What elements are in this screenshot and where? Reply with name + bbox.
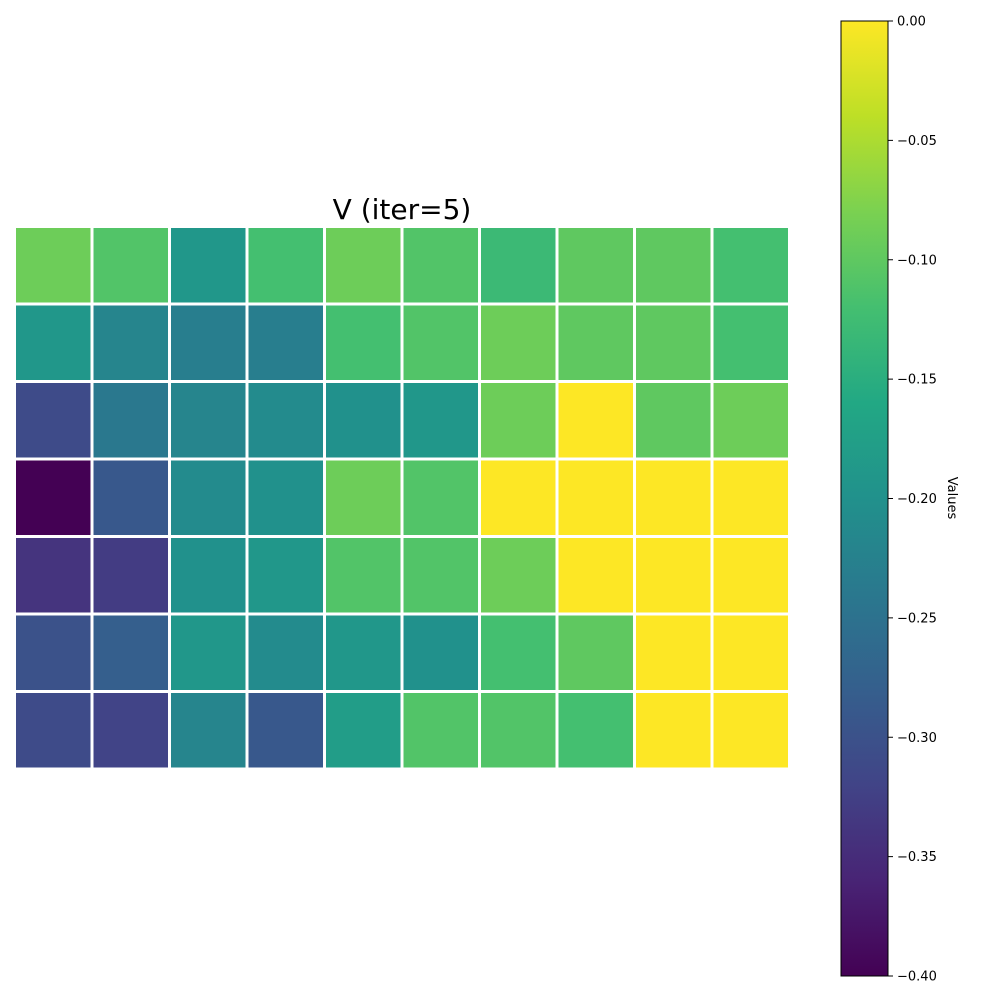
heatmap-cell <box>481 615 556 690</box>
heatmap-cell <box>558 615 633 690</box>
colorbar-tick-label: −0.05 <box>897 134 937 149</box>
heatmap-cell <box>558 538 633 613</box>
heatmap-cell <box>558 228 633 303</box>
heatmap-cell <box>636 615 711 690</box>
heatmap-cell <box>171 615 246 690</box>
colorbar-tick-label: −0.40 <box>897 970 937 985</box>
heatmap-cell <box>93 615 168 690</box>
heatmap-cell <box>713 305 788 380</box>
colorbar-tick-label: −0.30 <box>897 731 937 746</box>
heatmap-cell <box>558 460 633 535</box>
heatmap-cell <box>636 538 711 613</box>
heatmap-cell <box>326 460 401 535</box>
heatmap-cell <box>326 228 401 303</box>
colorbar-label: Values <box>944 477 959 520</box>
heatmap-cell <box>558 305 633 380</box>
heatmap-cell <box>713 615 788 690</box>
heatmap-cell <box>248 538 323 613</box>
heatmap-cell <box>93 538 168 613</box>
heatmap-cell <box>16 460 91 535</box>
heatmap-cell <box>326 538 401 613</box>
heatmap-cell <box>171 460 246 535</box>
heatmap-cell <box>403 228 478 303</box>
heatmap-cell <box>558 383 633 458</box>
colorbar-tick-label: −0.10 <box>897 253 937 268</box>
heatmap-cells <box>16 228 788 768</box>
heatmap-cell <box>636 305 711 380</box>
heatmap-cell <box>481 383 556 458</box>
heatmap-cell <box>16 693 91 768</box>
heatmap-cell <box>481 228 556 303</box>
heatmap-cell <box>248 615 323 690</box>
colorbar-tick-label: −0.35 <box>897 850 937 865</box>
heatmap-cell <box>16 228 91 303</box>
heatmap-cell <box>171 305 246 380</box>
colorbar-ticks: 0.00 −0.05 −0.10 −0.15 −0.20 −0.25 −0.30 −0.35 −… <box>888 15 937 985</box>
colorbar-tick-label: −0.25 <box>897 611 937 626</box>
heatmap-cell <box>171 228 246 303</box>
heatmap-cell <box>248 305 323 380</box>
colorbar-tick-label: 0.00 <box>897 15 926 30</box>
heatmap-cell <box>248 693 323 768</box>
heatmap-cell <box>326 693 401 768</box>
heatmap-cell <box>93 383 168 458</box>
heatmap-cell <box>403 615 478 690</box>
heatmap-cell <box>248 228 323 303</box>
colorbar-tick-label: −0.20 <box>897 492 937 507</box>
heatmap-cell <box>16 305 91 380</box>
heatmap-cell <box>713 383 788 458</box>
heatmap-cell <box>713 460 788 535</box>
heatmap-cell <box>171 538 246 613</box>
heatmap-cell <box>171 383 246 458</box>
heatmap-cell <box>403 383 478 458</box>
heatmap-cell <box>326 383 401 458</box>
heatmap-cell <box>481 693 556 768</box>
heatmap-cell <box>248 383 323 458</box>
heatmap-cell <box>16 615 91 690</box>
colorbar <box>840 20 889 977</box>
heatmap-cell <box>93 693 168 768</box>
heatmap-cell <box>481 305 556 380</box>
heatmap-cell <box>713 693 788 768</box>
heatmap-cell <box>403 460 478 535</box>
colorbar-tick-label: −0.15 <box>897 373 937 388</box>
heatmap-cell <box>93 460 168 535</box>
heatmap-cell <box>713 538 788 613</box>
heatmap-cell <box>403 305 478 380</box>
heatmap-cell <box>481 460 556 535</box>
heatmap-cell <box>16 383 91 458</box>
heatmap-cell <box>326 305 401 380</box>
heatmap-cell <box>636 228 711 303</box>
heatmap-cell <box>713 228 788 303</box>
heatmap-cell <box>248 460 323 535</box>
chart-title: V (iter=5) <box>333 193 472 226</box>
heatmap-cell <box>558 693 633 768</box>
heatmap-cell <box>636 383 711 458</box>
heatmap-cell <box>93 305 168 380</box>
heatmap-cell <box>481 538 556 613</box>
heatmap-cell <box>16 538 91 613</box>
heatmap-cell <box>93 228 168 303</box>
heatmap-cell <box>636 460 711 535</box>
heatmap-cell <box>636 693 711 768</box>
heatmap-cell <box>403 538 478 613</box>
heatmap-cell <box>171 693 246 768</box>
heatmap-cell <box>326 615 401 690</box>
heatmap-cell <box>403 693 478 768</box>
